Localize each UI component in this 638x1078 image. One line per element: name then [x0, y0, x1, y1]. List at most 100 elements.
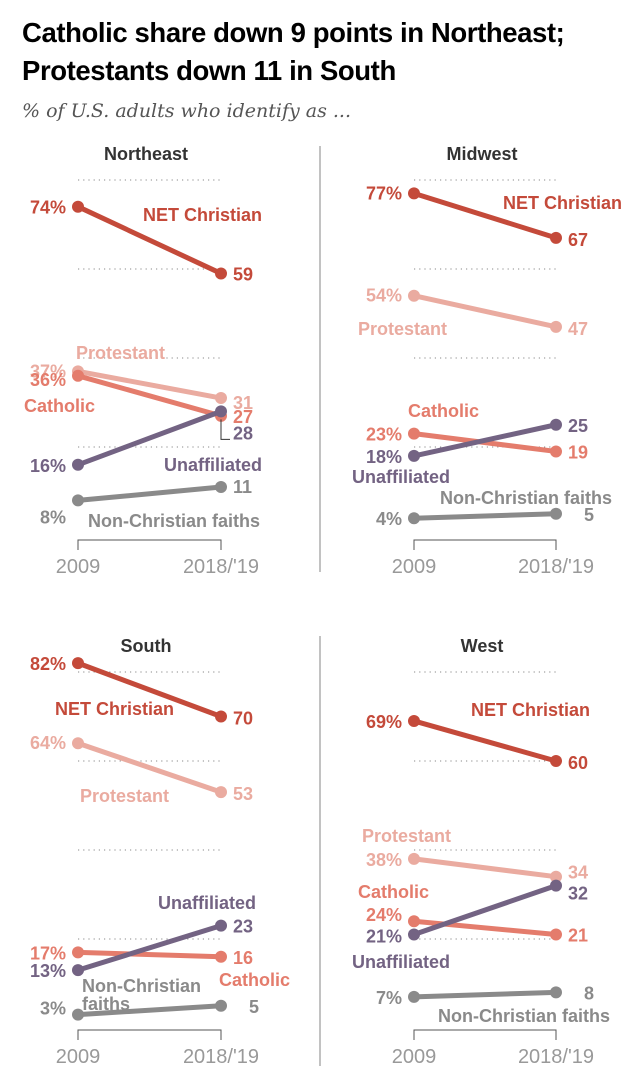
x-axis-bracket — [413, 539, 557, 550]
data-label: 37% — [30, 361, 66, 381]
series-protestant — [408, 289, 562, 333]
series-name-label: faiths — [82, 994, 130, 1014]
data-label: 21 — [568, 926, 588, 946]
data-point — [550, 507, 562, 520]
x-tick-label: 2018/'19 — [183, 1046, 259, 1068]
series-protestant — [408, 852, 562, 883]
series-name-label: Protestant — [358, 319, 447, 339]
data-label: 17% — [30, 943, 66, 963]
series-line — [77, 660, 222, 719]
data-label: 16% — [30, 456, 66, 476]
chart-subtitle: % of U.S. adults who identify as ... — [22, 100, 352, 122]
data-point — [408, 714, 420, 727]
series-line — [77, 484, 222, 503]
series-line — [413, 918, 557, 938]
data-label: 13% — [30, 961, 66, 981]
data-point — [215, 999, 227, 1012]
x-tick-label: 2009 — [56, 556, 101, 578]
x-axis-bracket — [77, 1029, 222, 1040]
x-tick-label: 2009 — [56, 1046, 101, 1068]
data-point — [215, 786, 227, 799]
x-axis-bracket — [413, 1029, 557, 1040]
data-label: 53 — [233, 784, 253, 804]
leader-line — [220, 419, 230, 440]
series-line — [77, 740, 222, 795]
series-line — [77, 409, 222, 468]
data-point — [408, 852, 420, 865]
series-name-label: Protestant — [362, 826, 451, 846]
data-point — [550, 879, 562, 892]
data-label: 16 — [233, 948, 253, 968]
series-line — [77, 373, 222, 419]
data-point — [215, 481, 227, 494]
data-point — [215, 950, 227, 963]
data-label: 3% — [40, 999, 66, 1019]
data-label: 5 — [249, 997, 259, 1017]
series-line — [413, 190, 557, 241]
series-line — [413, 856, 557, 880]
data-point — [408, 449, 420, 462]
series-line — [76, 204, 223, 276]
data-label: 47 — [568, 319, 588, 339]
data-label: 24% — [366, 905, 402, 925]
x-tick-label: 2009 — [392, 1046, 437, 1068]
series-name-label: Catholic — [24, 396, 95, 416]
series-name-label: NET Christian — [55, 699, 174, 719]
data-point — [215, 267, 227, 280]
panel-title: South — [121, 636, 172, 656]
series-non-christian — [408, 986, 562, 1003]
series-name-label: Protestant — [80, 786, 169, 806]
x-tick-label: 2018/'19 — [518, 1046, 594, 1068]
series-line — [413, 511, 557, 521]
data-label: 82% — [30, 654, 66, 674]
data-label: 54% — [366, 286, 402, 306]
series-net-christian — [408, 714, 562, 767]
data-point — [72, 458, 84, 471]
series-name-label: Non-Christian faiths — [440, 488, 612, 508]
series-line — [413, 989, 557, 1000]
data-point — [550, 231, 562, 244]
data-point — [215, 392, 227, 405]
data-point — [550, 320, 562, 333]
data-label: 60 — [568, 753, 588, 773]
series-non-christian — [72, 999, 227, 1021]
data-point — [550, 928, 562, 941]
data-label: 32 — [568, 884, 588, 904]
series-name-label: Unaffiliated — [158, 893, 256, 913]
data-label: 25 — [568, 416, 588, 436]
series-line — [413, 883, 557, 937]
data-label: 21% — [366, 927, 402, 947]
series-protestant — [72, 365, 227, 405]
series-name-label: NET Christian — [503, 193, 622, 213]
data-label: 34 — [568, 863, 588, 883]
x-tick-label: 2018/'19 — [183, 556, 259, 578]
series-non-christian — [72, 481, 227, 507]
data-point — [550, 870, 562, 883]
series-line — [77, 368, 222, 401]
data-label: 31 — [233, 393, 253, 413]
data-label: 23% — [366, 425, 402, 445]
data-point — [72, 1008, 84, 1021]
series-catholic — [408, 915, 562, 941]
series-net-christian — [408, 187, 562, 244]
data-label: 69% — [366, 712, 402, 732]
data-point — [72, 200, 84, 213]
data-point — [72, 964, 84, 977]
data-point — [408, 512, 420, 525]
series-net-christian — [72, 200, 227, 280]
data-point — [408, 990, 420, 1003]
x-axis-bracket — [77, 539, 222, 550]
data-label: 8% — [40, 507, 66, 527]
data-point — [408, 289, 420, 302]
series-unaffiliated — [408, 418, 562, 462]
data-point — [550, 418, 562, 431]
series-line — [77, 923, 222, 973]
series-name-label: Protestant — [76, 343, 165, 363]
series-unaffiliated — [408, 879, 562, 941]
panel-title: Northeast — [104, 144, 188, 164]
data-label: 67 — [568, 230, 588, 250]
data-point — [550, 445, 562, 458]
